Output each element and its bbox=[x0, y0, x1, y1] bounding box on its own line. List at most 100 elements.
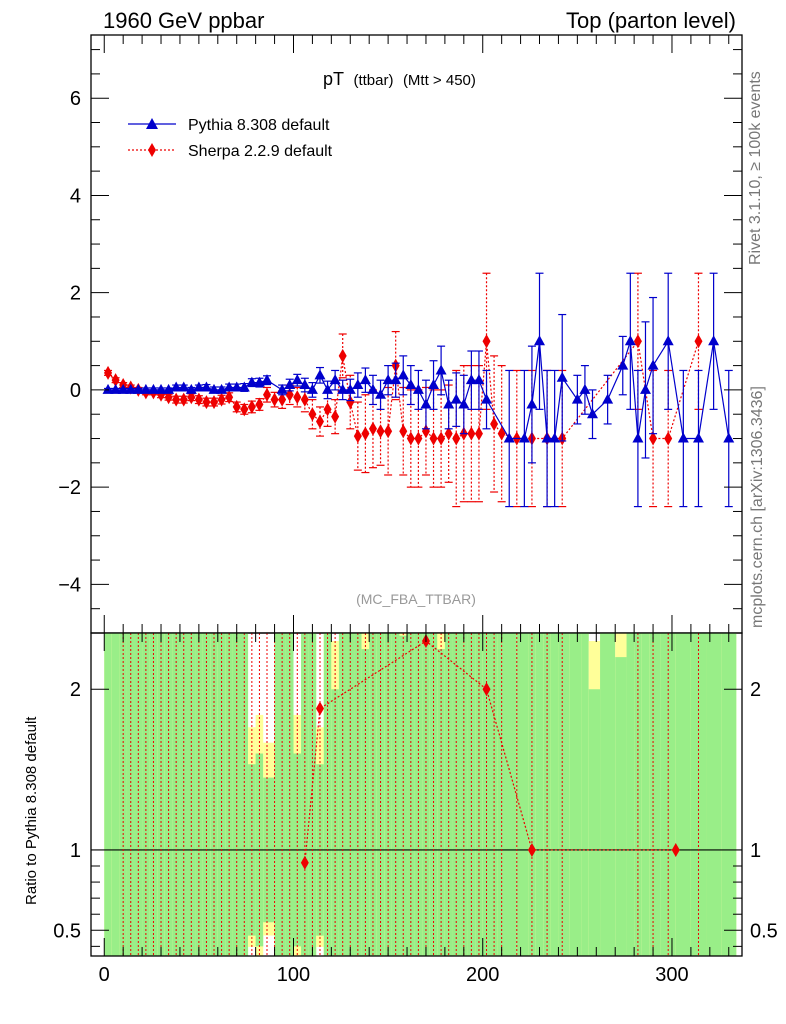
ratio-point bbox=[527, 842, 536, 857]
data-point-pythia bbox=[428, 379, 440, 390]
ratio-y-tick-label-right: 1 bbox=[750, 840, 761, 862]
data-point-pythia bbox=[284, 379, 296, 390]
ratio-band-inner bbox=[111, 633, 120, 956]
data-point-pythia bbox=[458, 398, 470, 409]
data-point-sherpa bbox=[497, 426, 506, 441]
data-point-pythia bbox=[390, 374, 402, 385]
ratio-point bbox=[482, 682, 491, 697]
legend-sherpa-label: Sherpa 2.2.9 default bbox=[188, 143, 333, 160]
data-point-pythia bbox=[586, 408, 598, 419]
data-point-sherpa bbox=[429, 431, 438, 446]
ratio-band-inner bbox=[558, 633, 570, 956]
data-point-sherpa bbox=[202, 395, 211, 410]
side-label-mcplots: mcplots.cern.ch [arXiv:1306.3436] bbox=[749, 386, 766, 628]
data-point-pythia bbox=[246, 376, 258, 387]
data-point-sherpa bbox=[210, 395, 219, 410]
data-point-sherpa bbox=[353, 429, 362, 444]
ratio-band-inner bbox=[581, 633, 589, 956]
data-point-pythia bbox=[299, 379, 311, 390]
data-point-sherpa bbox=[437, 431, 446, 446]
data-point-sherpa bbox=[194, 392, 203, 407]
data-point-pythia bbox=[443, 398, 455, 409]
data-point-pythia bbox=[541, 432, 553, 443]
data-point-pythia bbox=[140, 383, 152, 394]
data-point-pythia bbox=[147, 383, 159, 394]
data-point-pythia bbox=[382, 374, 394, 385]
data-point-pythia bbox=[405, 379, 417, 390]
data-point-pythia bbox=[624, 335, 636, 346]
ratio-band-inner bbox=[482, 633, 498, 956]
ratio-band-inner bbox=[600, 633, 616, 956]
side-label-rivet: Rivet 3.1.10, ≥ 100k events bbox=[747, 71, 764, 265]
data-point-sherpa bbox=[255, 397, 264, 412]
data-point-sherpa bbox=[490, 416, 499, 431]
ratio-panel-axes: 0 100 200 300 0.5 0.5 1 1 2 2 bbox=[53, 632, 778, 986]
x-tick-label: 100 bbox=[277, 964, 310, 986]
data-point-pythia bbox=[571, 393, 583, 404]
ratio-band-inner bbox=[104, 633, 112, 956]
data-point-pythia bbox=[481, 393, 493, 404]
data-point-sherpa bbox=[452, 431, 461, 446]
data-point-pythia bbox=[450, 393, 462, 404]
data-point-pythia bbox=[723, 432, 735, 443]
data-point-pythia bbox=[155, 383, 167, 394]
data-point-pythia bbox=[602, 393, 614, 404]
upper-y-tick-label: 2 bbox=[70, 283, 81, 305]
data-point-sherpa bbox=[384, 424, 393, 439]
plot-title-cut: (Mtt > 450) bbox=[403, 72, 476, 89]
ratio-y-tick-label-left: 2 bbox=[70, 679, 81, 701]
data-point-sherpa bbox=[346, 395, 355, 410]
data-point-pythia bbox=[344, 383, 356, 394]
plot-title-main: pT bbox=[323, 69, 344, 89]
data-point-sherpa bbox=[361, 426, 370, 441]
ratio-point bbox=[315, 701, 324, 716]
ratio-frame bbox=[90, 632, 743, 957]
data-point-sherpa bbox=[172, 392, 181, 407]
data-point-pythia bbox=[617, 359, 629, 370]
ratio-band-inner bbox=[588, 689, 601, 956]
data-point-pythia bbox=[556, 371, 568, 382]
ratio-band-inner bbox=[569, 633, 582, 956]
data-point-pythia bbox=[692, 432, 704, 443]
data-point-pythia bbox=[677, 432, 689, 443]
upper-y-tick-label: 4 bbox=[70, 185, 81, 207]
data-point-pythia bbox=[125, 383, 137, 394]
data-point-sherpa bbox=[111, 373, 120, 388]
data-point-sherpa bbox=[278, 392, 287, 407]
data-point-pythia bbox=[375, 388, 387, 399]
header-right: Top (parton level) bbox=[566, 8, 736, 33]
data-point-pythia bbox=[110, 383, 122, 394]
data-point-pythia bbox=[473, 374, 485, 385]
data-point-pythia bbox=[329, 374, 341, 385]
data-point-pythia bbox=[322, 383, 334, 394]
data-point-sherpa bbox=[406, 431, 415, 446]
data-point-pythia bbox=[337, 383, 349, 394]
data-point-sherpa bbox=[104, 365, 113, 380]
data-point-pythia bbox=[518, 432, 530, 443]
x-tick-label: 200 bbox=[466, 964, 499, 986]
x-tick-label: 300 bbox=[655, 964, 688, 986]
data-point-sherpa bbox=[649, 431, 658, 446]
data-point-pythia bbox=[132, 383, 144, 394]
plot-title: pT (ttbar) (Mtt > 450) bbox=[323, 69, 476, 89]
data-point-pythia bbox=[352, 379, 364, 390]
data-point-sherpa bbox=[315, 414, 324, 429]
data-point-pythia bbox=[276, 383, 288, 394]
data-point-sherpa bbox=[467, 426, 476, 441]
upper-panel-series bbox=[102, 272, 735, 508]
data-point-sherpa bbox=[217, 392, 226, 407]
data-point-sherpa bbox=[262, 387, 271, 402]
data-point-pythia bbox=[170, 381, 182, 392]
data-point-sherpa bbox=[376, 424, 385, 439]
data-point-sherpa bbox=[368, 421, 377, 436]
data-point-sherpa bbox=[444, 426, 453, 441]
header-left: 1960 GeV ppbar bbox=[103, 8, 264, 33]
ratio-y-tick-label-right: 0.5 bbox=[750, 920, 778, 942]
data-point-pythia bbox=[549, 432, 561, 443]
legend-pythia-label: Pythia 8.308 default bbox=[188, 117, 330, 134]
data-point-sherpa bbox=[694, 334, 703, 349]
ratio-band-inner bbox=[649, 633, 661, 956]
data-point-sherpa bbox=[247, 399, 256, 414]
data-point-pythia bbox=[367, 383, 379, 394]
